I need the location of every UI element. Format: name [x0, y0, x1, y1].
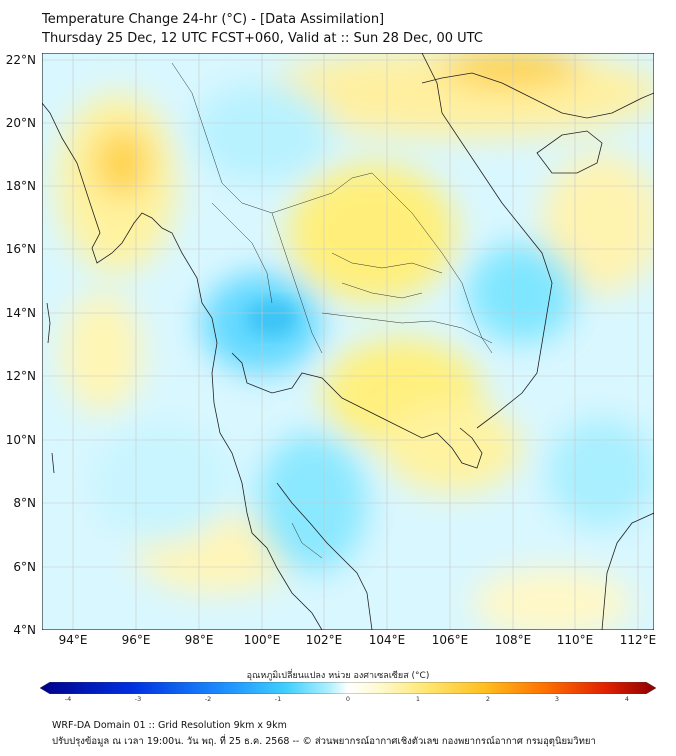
map-canvas: [42, 53, 654, 630]
lat-label: 4°N: [13, 623, 36, 637]
lon-label: 96°E: [121, 633, 151, 647]
lat-label: 16°N: [5, 242, 36, 256]
lon-label: 104°E: [368, 633, 406, 647]
colorbar-tick: -4: [64, 695, 72, 703]
colorbar-tick: 2: [485, 695, 491, 703]
colorbar-tick: 4: [624, 695, 630, 703]
lat-label: 8°N: [13, 496, 36, 510]
lon-label: 98°E: [184, 633, 214, 647]
lat-label: 22°N: [5, 53, 36, 67]
colorbar-graphic: [39, 681, 657, 695]
colorbar-tick: -3: [134, 695, 142, 703]
footer-credit: ปรับปรุงข้อมูล ณ เวลา 19:00น. วัน พฤ. ที…: [52, 736, 596, 747]
temperature-field: [57, 53, 654, 630]
colorbar-tick: 3: [554, 695, 560, 703]
lon-label: 108°E: [494, 633, 532, 647]
lat-label: 14°N: [5, 306, 36, 320]
lat-label: 10°N: [5, 433, 36, 447]
map-subtitle: Thursday 25 Dec, 12 UTC FCST+060, Valid …: [42, 31, 483, 46]
lon-label: 110°E: [556, 633, 594, 647]
lon-label: 112°E: [619, 633, 657, 647]
colorbar: [39, 679, 657, 695]
colorbar-tick: -2: [204, 695, 212, 703]
lat-lon-grid: [42, 53, 654, 630]
lon-label: 102°E: [305, 633, 343, 647]
lat-label: 20°N: [5, 116, 36, 130]
lat-label: 6°N: [13, 560, 36, 574]
country-borders: [171, 62, 493, 559]
lon-label: 94°E: [58, 633, 88, 647]
footer-model-info: WRF-DA Domain 01 :: Grid Resolution 9km …: [52, 720, 287, 731]
temperature-map: [42, 53, 654, 630]
map-title: Temperature Change 24-hr (°C) - [Data As…: [42, 12, 385, 27]
colorbar-tick: 0: [345, 695, 351, 703]
lon-label: 100°E: [243, 633, 281, 647]
lat-label: 12°N: [5, 369, 36, 383]
colorbar-tick: -1: [274, 695, 282, 703]
colorbar-tick: 1: [415, 695, 421, 703]
colorbar-title: อุณหภูมิเปลี่ยนแปลง หน่วย องศาเซลเซียส (…: [246, 671, 430, 681]
lat-label: 18°N: [5, 179, 36, 193]
lon-label: 106°E: [431, 633, 469, 647]
coastlines: [42, 53, 654, 630]
